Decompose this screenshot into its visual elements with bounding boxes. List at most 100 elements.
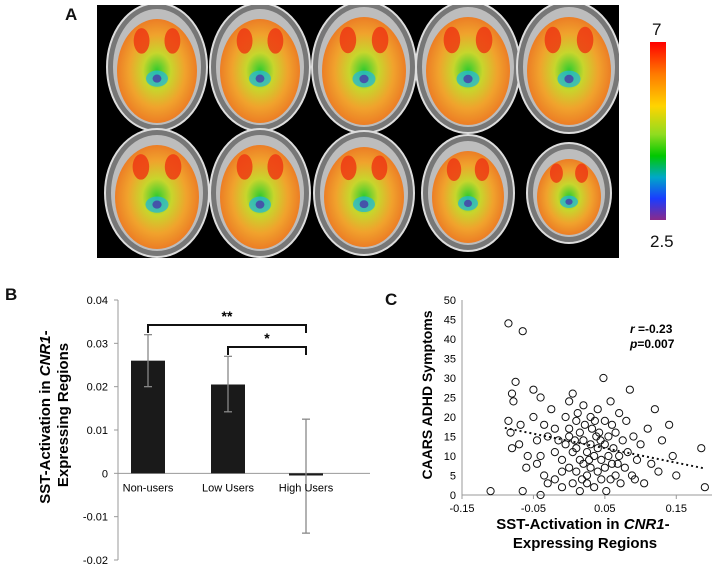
scatter-point (586, 412, 595, 422)
scatter-point (636, 440, 645, 449)
scatter-point (597, 475, 606, 484)
scatter-ytick-label: 30 (444, 373, 456, 385)
hotspot (474, 158, 490, 182)
scatter-point (572, 467, 581, 476)
scatter-point (590, 416, 599, 425)
bar-ytick-label: 0 (102, 468, 108, 480)
scatter-xtick-label: -0.05 (521, 503, 546, 515)
scatter-ytick-label: 25 (444, 393, 456, 405)
hotspot (132, 154, 150, 180)
trend-line (504, 426, 706, 470)
brain-slices-image (104, 0, 622, 258)
scatter-point (504, 319, 513, 328)
scatter-ytick-label: 45 (444, 315, 456, 327)
scatter-point (536, 490, 545, 500)
brain-slices-montage (97, 0, 622, 258)
scatter-point (554, 436, 563, 445)
scatter-point (632, 455, 642, 464)
scatter-point (518, 327, 527, 336)
scatter-point (607, 459, 617, 468)
scatter-point (620, 463, 629, 472)
scatter-point (590, 483, 599, 492)
scatter-point (587, 424, 597, 433)
scatter-point (557, 455, 567, 464)
scatter-point (572, 444, 581, 453)
hotspot (371, 155, 388, 181)
bar-ytick-label: 0.01 (87, 425, 108, 437)
stat-r-value: =-0.23 (635, 322, 673, 336)
scatter-point (536, 393, 545, 402)
scatter-point (697, 444, 706, 453)
scatter-point (593, 405, 602, 414)
scatter-xlabel-part-1: SST-Activation in (496, 516, 624, 533)
bar-category-label: Low Users (202, 482, 254, 494)
scatter-point (668, 451, 677, 461)
scatter-xlabel-part-4: Expressing Regions (513, 535, 657, 552)
scatter-point (600, 440, 609, 449)
scatter-point (550, 424, 559, 433)
scatter-point (618, 436, 627, 445)
scatter-point (565, 424, 574, 433)
hotspot (564, 74, 574, 84)
scatter-ytick-label: 35 (444, 354, 456, 366)
hotspot (371, 26, 389, 54)
scatter-point (586, 463, 595, 472)
scatter-ytick-label: 10 (444, 451, 456, 463)
scatter-point (570, 436, 579, 445)
scatter-point (532, 459, 542, 468)
scatter-point (573, 409, 582, 418)
scatter-point (600, 416, 609, 425)
significance-bracket (227, 346, 307, 355)
scatter-point (615, 451, 624, 461)
hotspot (463, 74, 473, 84)
scatter-point (579, 401, 588, 410)
scatter-point (593, 467, 602, 476)
scatter-point (582, 479, 592, 488)
scatter-point (509, 397, 518, 406)
scatter-point (590, 451, 599, 461)
colorbar-min-label: 2.5 (650, 232, 674, 251)
hotspot (236, 154, 253, 180)
scatter-point (568, 479, 577, 488)
colorbar-max-label: 7 (652, 20, 662, 39)
bar-category-label: Non-users (123, 482, 174, 494)
scatter-point (640, 479, 649, 488)
hotspot (576, 26, 594, 54)
scatter-point (561, 412, 570, 422)
bar-ytick-label: -0.01 (83, 512, 108, 524)
scatter-point (606, 397, 615, 406)
scatter-xtick-label: 0.05 (594, 503, 615, 515)
scatter-point (529, 385, 538, 394)
colorbar (650, 42, 666, 220)
scatter-point (579, 459, 588, 468)
scatter-ytick-label: 15 (444, 432, 456, 444)
scatter-point (536, 451, 545, 461)
scatter-point (550, 448, 559, 457)
scatter-ytick-label: 50 (444, 295, 456, 307)
scatter-point (611, 428, 620, 437)
scatter-point (522, 463, 531, 472)
scatter-point (616, 479, 625, 488)
scatter-point (515, 440, 524, 449)
bar-ylabel: SST-Activation in CNR1- Expressing Regio… (37, 326, 72, 504)
scatter-point (582, 448, 592, 457)
hotspot (152, 74, 162, 83)
scatter-point (579, 436, 588, 445)
scatter-point (580, 420, 589, 429)
scatter-ytick-label: 40 (444, 334, 456, 346)
scatter-point (565, 397, 574, 406)
stat-p-symbol: p (629, 337, 637, 351)
scatter-point (561, 440, 570, 449)
scatter-point (622, 416, 631, 425)
scatter-point (557, 467, 567, 476)
scatter-point (586, 440, 595, 449)
scatter-ytick-label: 0 (450, 490, 456, 502)
scatter-point (507, 389, 517, 398)
scatter-point (607, 420, 617, 429)
scatter-point (597, 455, 606, 464)
scatter-point (582, 471, 592, 480)
scatter-point (625, 385, 634, 394)
hotspot (446, 158, 462, 182)
scatter-point (540, 420, 549, 429)
stat-r: r =-0.23 (630, 322, 673, 336)
